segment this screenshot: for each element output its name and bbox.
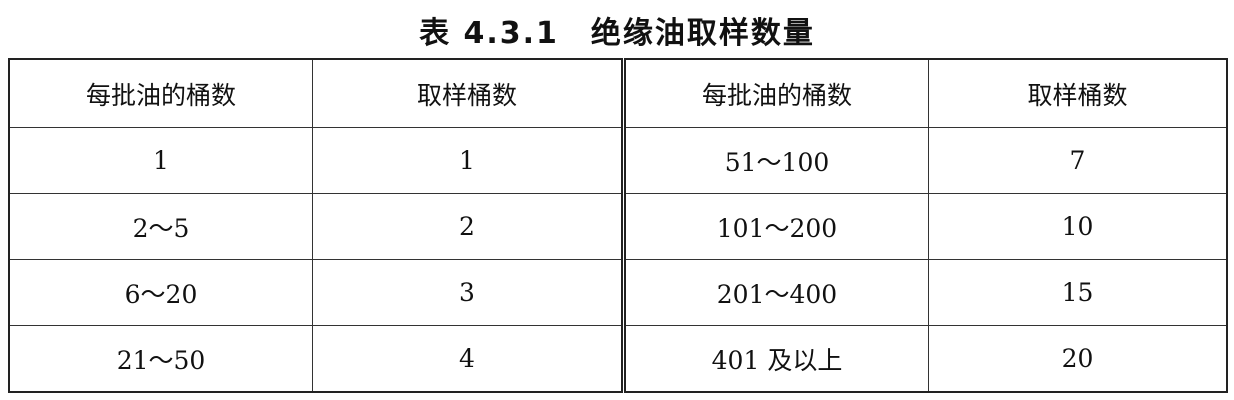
- table-cell: 2～5: [8, 193, 313, 260]
- table-cell: 201～400: [623, 259, 929, 326]
- header-cell: 每批油的桶数: [8, 58, 313, 128]
- table-cell: 6～20: [8, 259, 313, 326]
- table-cell: 1: [312, 127, 626, 194]
- table-title: 表 4.3.1 绝缘油取样数量: [419, 16, 815, 51]
- table-cell: 1: [8, 127, 313, 194]
- header-cell: 取样桶数: [312, 58, 626, 128]
- table-header-row: 每批油的桶数 取样桶数 每批油的桶数 取样桶数: [8, 58, 1228, 128]
- table-cell: 401 及以上: [623, 325, 929, 393]
- table-cell: 7: [928, 127, 1228, 194]
- table-cell: 51～100: [623, 127, 929, 194]
- header-cell: 每批油的桶数: [623, 58, 929, 128]
- table-row: 6～20 3 201～400 15: [8, 259, 1228, 326]
- table-cell: 20: [928, 325, 1228, 393]
- header-cell: 取样桶数: [928, 58, 1228, 128]
- table-cell: 2: [312, 193, 626, 260]
- table-cell: 10: [928, 193, 1228, 260]
- table-row: 21～50 4 401 及以上 20: [8, 325, 1228, 393]
- oil-sampling-table: 每批油的桶数 取样桶数 每批油的桶数 取样桶数 1 1 51～100 7 2～5…: [8, 58, 1228, 393]
- table-cell: 3: [312, 259, 626, 326]
- table-cell: 4: [312, 325, 626, 393]
- table-row: 2～5 2 101～200 10: [8, 193, 1228, 260]
- table-row: 1 1 51～100 7: [8, 127, 1228, 194]
- table-cell: 21～50: [8, 325, 313, 393]
- table-cell: 101～200: [623, 193, 929, 260]
- table-cell: 15: [928, 259, 1228, 326]
